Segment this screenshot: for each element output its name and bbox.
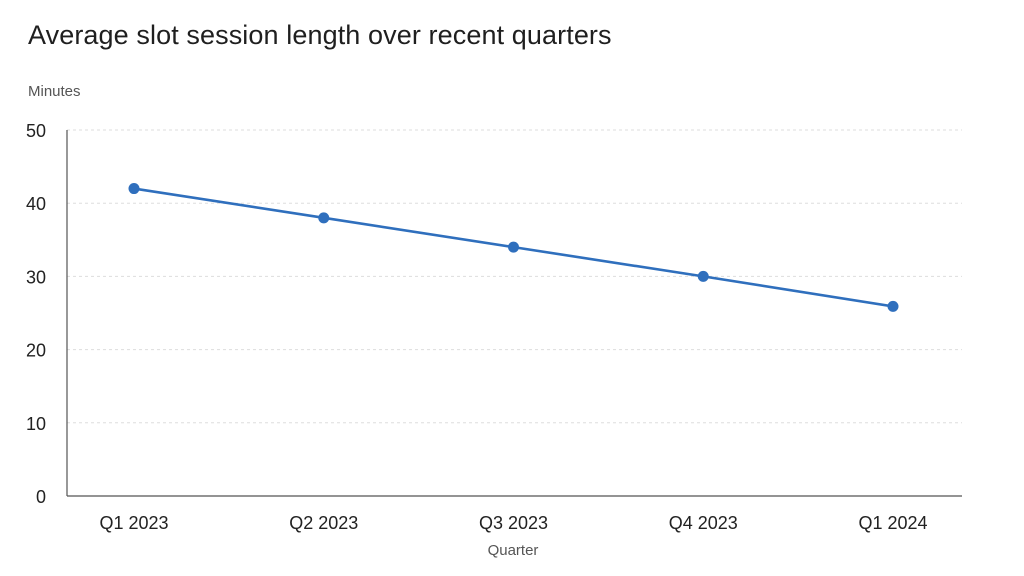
y-tick-label: 0	[36, 487, 46, 507]
data-point	[697, 270, 709, 282]
y-axis-label: Minutes	[28, 83, 81, 100]
x-tick-label: Q4 2023	[669, 513, 738, 533]
axes	[66, 130, 962, 497]
gridlines	[67, 129, 962, 424]
data-point	[508, 241, 519, 253]
data-point	[318, 212, 330, 224]
y-tick-label: 40	[26, 194, 46, 214]
y-tick-label: 30	[26, 267, 46, 287]
series-layer	[128, 183, 899, 312]
data-point	[128, 183, 140, 195]
x-tick-labels: Q1 2023 Q2 2023 Q3 2023 Q4 2023 Q1 2024	[99, 513, 927, 533]
y-tick-labels: 0 10 20 30 40 50	[26, 121, 46, 507]
chart-title: Average slot session length over recent …	[28, 20, 612, 50]
data-point	[887, 300, 899, 312]
y-tick-label: 20	[26, 341, 46, 361]
y-tick-label: 50	[26, 121, 46, 141]
x-tick-label: Q1 2023	[99, 513, 168, 533]
x-axis-label: Quarter	[487, 542, 539, 559]
x-tick-label: Q3 2023	[479, 513, 548, 533]
x-tick-label: Q2 2023	[289, 513, 358, 533]
y-tick-label: 10	[26, 414, 46, 434]
x-tick-label: Q1 2024	[858, 513, 927, 533]
